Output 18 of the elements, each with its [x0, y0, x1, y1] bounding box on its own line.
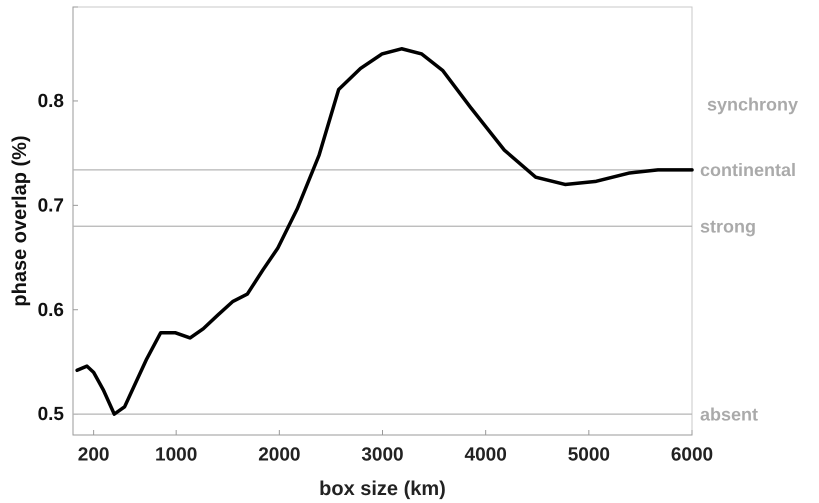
- line-series: [75, 47, 694, 416]
- x-tick-label: 1000: [155, 444, 198, 466]
- x-tick-label: 4000: [464, 444, 507, 466]
- x-tick-label: 2000: [258, 444, 300, 466]
- y-axis-title: phase overlap (%): [9, 135, 31, 307]
- text: synchrony: [707, 94, 798, 114]
- y-tick-label: 0.7: [38, 195, 64, 216]
- y-tick-label: 0.5: [38, 404, 64, 426]
- y-tick-label: 0.8: [38, 91, 64, 112]
- y-tick-label: 0.6: [38, 300, 64, 321]
- x-tick-label: 5000: [568, 444, 610, 466]
- x-tick-label: 3000: [361, 444, 404, 466]
- x-axis-title: box size (km): [319, 478, 446, 500]
- ref-line-label: absent: [700, 404, 758, 424]
- ref-line-label: strong: [700, 216, 756, 237]
- x-tick-label: 200: [78, 444, 110, 466]
- x-tick-label: 6000: [670, 444, 714, 466]
- ref-line-label: continental: [700, 160, 796, 180]
